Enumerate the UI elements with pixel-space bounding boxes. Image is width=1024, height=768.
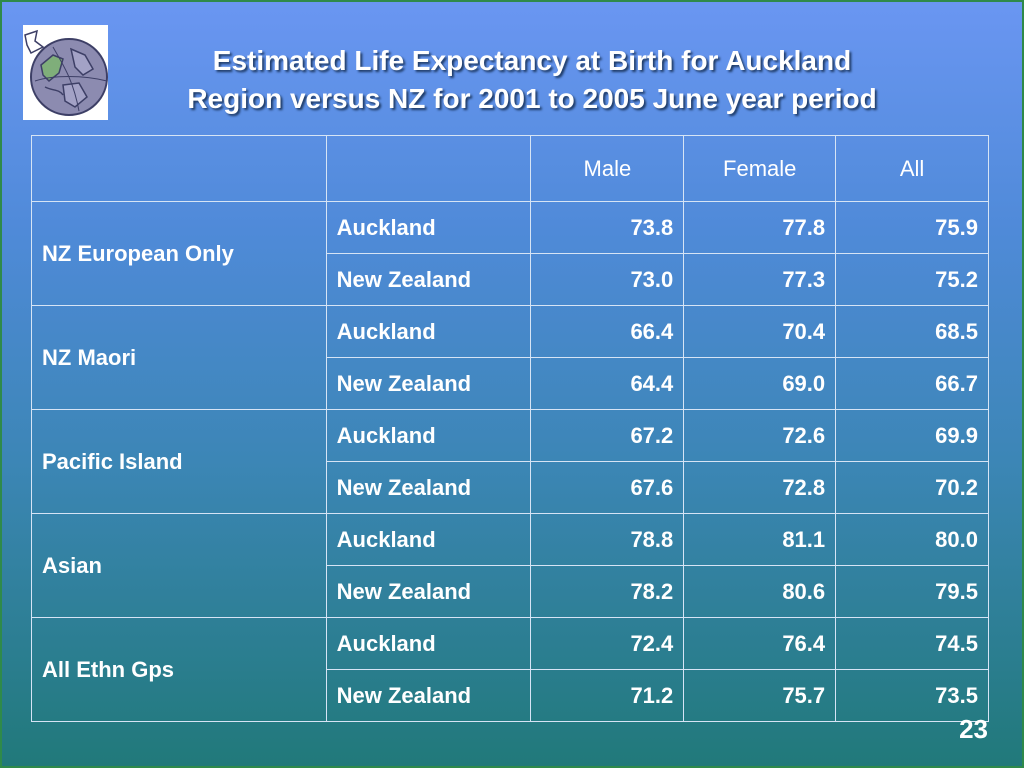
area-cell: Auckland [325,617,532,670]
page-number: 23 [959,714,988,744]
area-cell: New Zealand [325,357,532,410]
area-cell: Auckland [325,513,532,566]
female-cell: 80.6 [683,565,837,618]
all-cell: 66.7 [835,357,989,410]
ethnicity-cell: NZ Maori [31,305,327,410]
male-cell: 78.2 [530,565,685,618]
female-cell: 77.3 [683,253,837,306]
area-cell: New Zealand [325,565,532,618]
page-title: Estimated Life Expectancy at Birth for A… [112,42,952,118]
header-cell-ethnicity [31,135,327,202]
life-expectancy-table: Male Female All NZ European Only Aucklan… [31,135,989,722]
male-cell: 66.4 [530,305,685,358]
male-cell: 78.8 [530,513,685,566]
female-cell: 76.4 [683,617,837,670]
male-cell: 67.2 [530,409,685,462]
table-row: New Zealand 71.2 75.7 73.5 [32,669,989,722]
all-cell: 74.5 [835,617,989,670]
male-cell: 72.4 [530,617,685,670]
header-row: Male Female All [31,135,989,202]
header-cell-female: Female [683,135,837,202]
table-row: Pacific Island Auckland 67.2 72.6 69.9 [31,409,989,514]
ethnicity-cell: All Ethn Gps [31,617,327,722]
table-row: All Ethn Gps Auckland 72.4 76.4 74.5 [31,617,989,722]
female-cell: 70.4 [683,305,837,358]
ethnicity-cell: Pacific Island [31,409,327,514]
all-cell: 75.2 [835,253,989,306]
female-cell: 69.0 [683,357,837,410]
title-line-2: Region versus NZ for 2001 to 2005 June y… [187,83,877,114]
header-cell-area [325,135,532,202]
female-cell: 75.7 [683,669,837,722]
table-row: Asian Auckland 78.8 81.1 80.0 [31,513,989,618]
female-cell: 77.8 [683,201,837,254]
header-cell-all: All [835,135,989,202]
area-cell: New Zealand [325,253,532,306]
all-cell: 79.5 [835,565,989,618]
all-cell: 73.5 [835,669,989,722]
table-row: NZ European Only Auckland 73.8 77.8 75.9 [31,201,989,306]
area-cell: New Zealand [325,669,532,722]
all-cell: 68.5 [835,305,989,358]
table-row: New Zealand 78.2 80.6 79.5 [32,565,989,618]
all-cell: 69.9 [835,409,989,462]
table-row: New Zealand 67.6 72.8 70.2 [32,461,989,514]
all-cell: 75.9 [835,201,989,254]
male-cell: 67.6 [530,461,685,514]
ethnicity-cell: NZ European Only [31,201,327,306]
table-row: NZ Maori Auckland 66.4 70.4 68.5 [31,305,989,410]
ethnicity-cell: Asian [31,513,327,618]
female-cell: 72.8 [683,461,837,514]
header-cell-male: Male [530,135,685,202]
female-cell: 72.6 [683,409,837,462]
all-cell: 80.0 [835,513,989,566]
area-cell: Auckland [325,409,532,462]
title-line-1: Estimated Life Expectancy at Birth for A… [212,45,852,76]
female-cell: 81.1 [683,513,837,566]
area-cell: Auckland [325,305,532,358]
male-cell: 64.4 [530,357,685,410]
male-cell: 73.0 [530,253,685,306]
male-cell: 73.8 [530,201,685,254]
table-row: New Zealand 64.4 69.0 66.7 [32,357,989,410]
globe-logo-icon [23,25,108,120]
male-cell: 71.2 [530,669,685,722]
area-cell: Auckland [325,201,532,254]
area-cell: New Zealand [325,461,532,514]
all-cell: 70.2 [835,461,989,514]
